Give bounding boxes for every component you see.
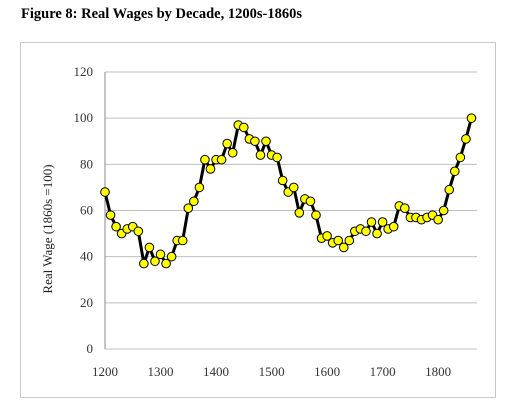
data-point <box>227 147 238 158</box>
data-point <box>177 235 188 246</box>
data-points <box>100 113 477 269</box>
x-tick-label: 1700 <box>370 364 396 379</box>
data-point <box>444 184 455 195</box>
real-wages-line-chart: 0 20 40 60 80 100 120 1200 1300 1400 1500 1600 1700… <box>40 64 477 379</box>
y-tick-label: 80 <box>80 156 93 171</box>
figure-title: Figure 8: Real Wages by Decade, 1200s-18… <box>21 6 302 22</box>
data-point <box>261 136 271 147</box>
data-point <box>194 182 205 193</box>
data-point <box>166 251 177 262</box>
y-tick-labels: 0 20 40 60 80 100 120 <box>74 64 94 356</box>
data-point <box>372 228 382 239</box>
data-point <box>139 258 149 269</box>
y-tick-label: 100 <box>74 110 94 125</box>
data-point <box>277 175 288 186</box>
data-point <box>222 138 232 149</box>
data-point <box>388 221 399 232</box>
x-tick-label: 1300 <box>148 364 174 379</box>
data-point <box>338 242 349 253</box>
data-point <box>155 249 166 260</box>
data-point <box>205 164 216 174</box>
data-point <box>400 203 410 213</box>
data-point <box>294 208 305 218</box>
data-point <box>333 235 343 246</box>
data-point <box>161 258 171 269</box>
y-tick-label: 60 <box>80 203 93 218</box>
x-tick-labels: 1200 1300 1400 1500 1600 1700 1800 <box>92 364 451 379</box>
data-point <box>311 210 321 220</box>
x-tick-label: 1200 <box>92 364 118 379</box>
data-point <box>361 226 371 237</box>
data-point <box>189 196 199 207</box>
data-point <box>272 152 282 163</box>
data-point <box>438 205 449 216</box>
data-point <box>239 122 249 133</box>
x-tick-label: 1400 <box>203 364 229 379</box>
data-point <box>216 154 227 165</box>
x-tick-label: 1800 <box>425 364 451 379</box>
data-point <box>105 210 116 220</box>
data-point <box>322 231 332 241</box>
y-axis-title: Real Wage (1860s =100) <box>40 164 55 293</box>
data-point <box>100 187 110 197</box>
data-point <box>305 196 316 207</box>
x-tick-label: 1600 <box>314 364 340 379</box>
y-tick-label: 40 <box>80 249 93 264</box>
data-point <box>433 214 443 225</box>
data-point <box>150 256 160 267</box>
y-tick-label: 0 <box>87 341 94 356</box>
data-point <box>144 242 155 253</box>
gridlines <box>104 71 477 350</box>
data-point <box>455 152 466 163</box>
data-point <box>200 154 210 165</box>
x-tick-label: 1500 <box>259 364 285 379</box>
data-point <box>461 134 471 144</box>
data-point <box>366 217 377 227</box>
chart-frame: 0 20 40 60 80 100 120 1200 1300 1400 1500 1600 1700… <box>20 42 496 398</box>
data-point <box>449 166 460 177</box>
data-point <box>377 217 388 227</box>
y-tick-label: 20 <box>80 295 93 310</box>
data-point <box>250 136 260 147</box>
data-point <box>344 235 355 246</box>
data-point <box>111 221 121 232</box>
data-point <box>288 182 299 193</box>
data-point <box>466 113 477 123</box>
data-point <box>133 226 144 237</box>
data-point <box>183 203 194 213</box>
y-tick-label: 120 <box>74 64 94 79</box>
data-point <box>255 150 266 160</box>
